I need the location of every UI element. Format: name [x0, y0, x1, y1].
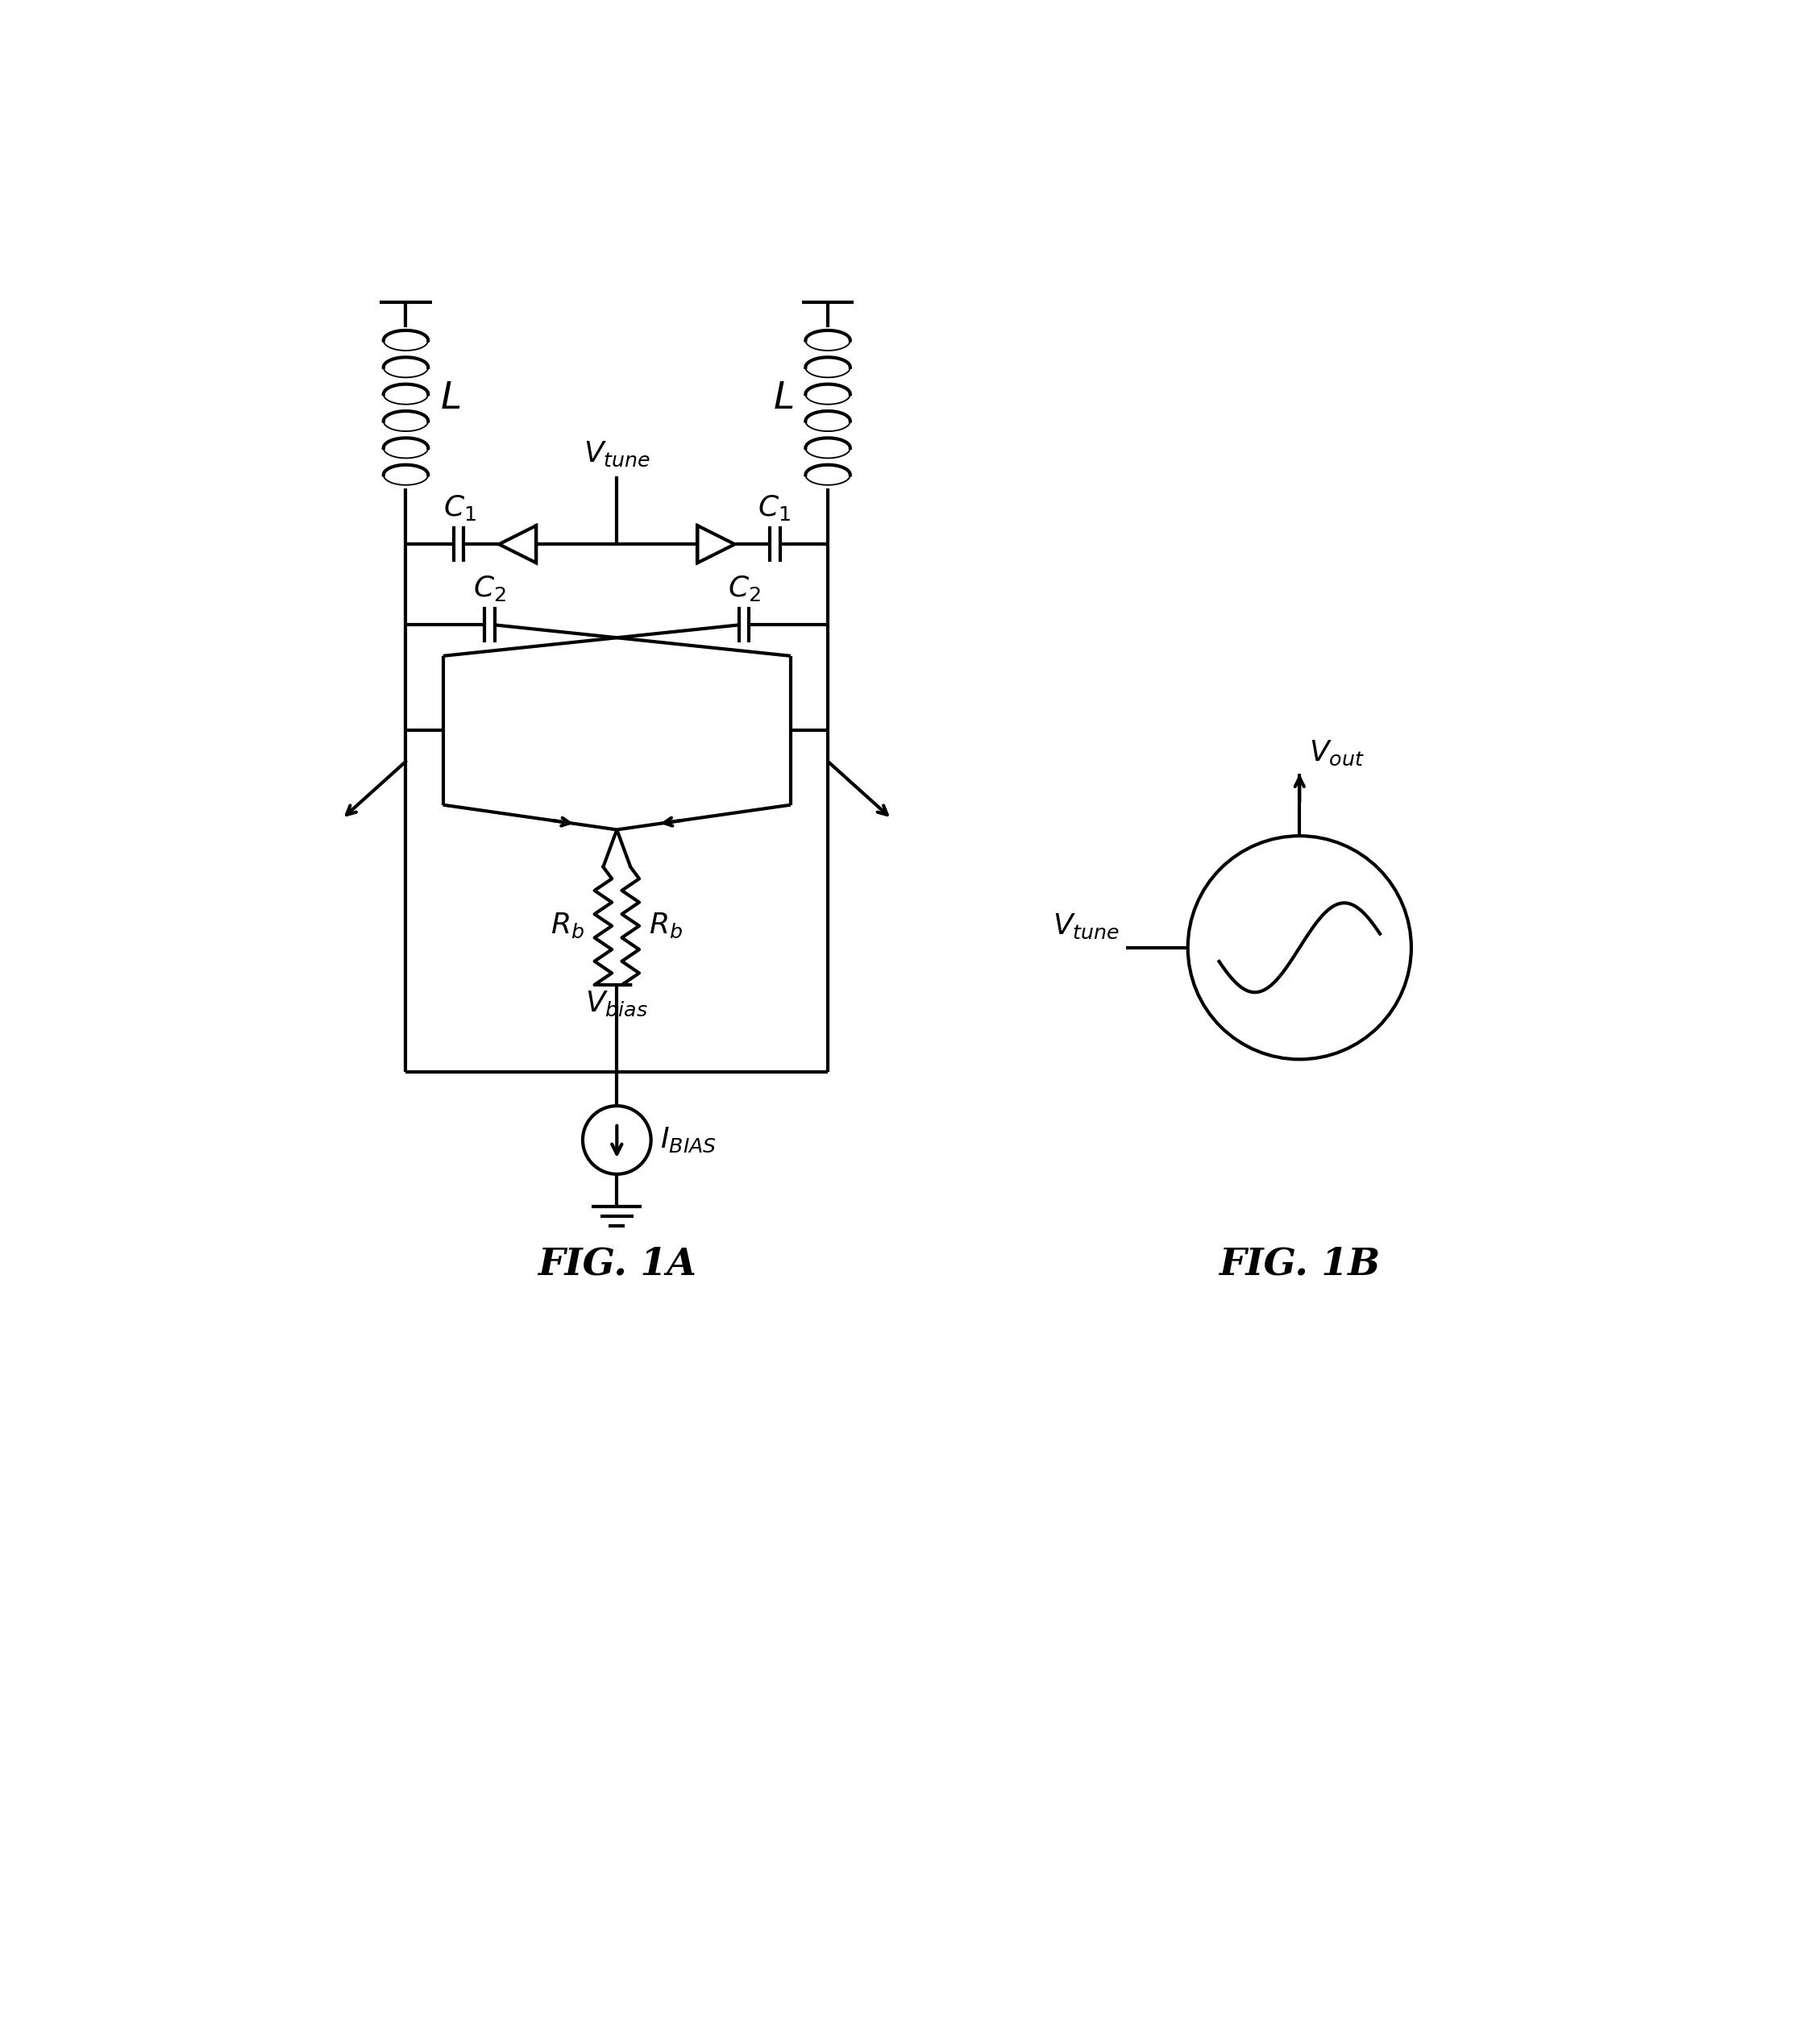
Text: $C_2$: $C_2$ — [473, 574, 506, 602]
Text: FIG. 1A: FIG. 1A — [537, 1245, 697, 1283]
Text: $V_{tune}$: $V_{tune}$ — [1052, 912, 1119, 941]
Text: $L$: $L$ — [440, 381, 460, 418]
Text: $C_1$: $C_1$ — [444, 493, 477, 521]
Text: $V_{bias}$: $V_{bias}$ — [586, 989, 648, 1018]
Text: $I_{BIAS}$: $I_{BIAS}$ — [661, 1125, 717, 1153]
Text: $V_{tune}$: $V_{tune}$ — [584, 440, 650, 468]
Text: $L$: $L$ — [774, 381, 794, 418]
Text: FIG. 1B: FIG. 1B — [1219, 1245, 1380, 1283]
Text: $R_b$: $R_b$ — [551, 912, 584, 941]
Text: $V_{out}$: $V_{out}$ — [1309, 740, 1365, 768]
Text: $R_b$: $R_b$ — [650, 912, 682, 941]
Text: $C_2$: $C_2$ — [728, 574, 761, 602]
Text: $C_1$: $C_1$ — [757, 493, 790, 521]
